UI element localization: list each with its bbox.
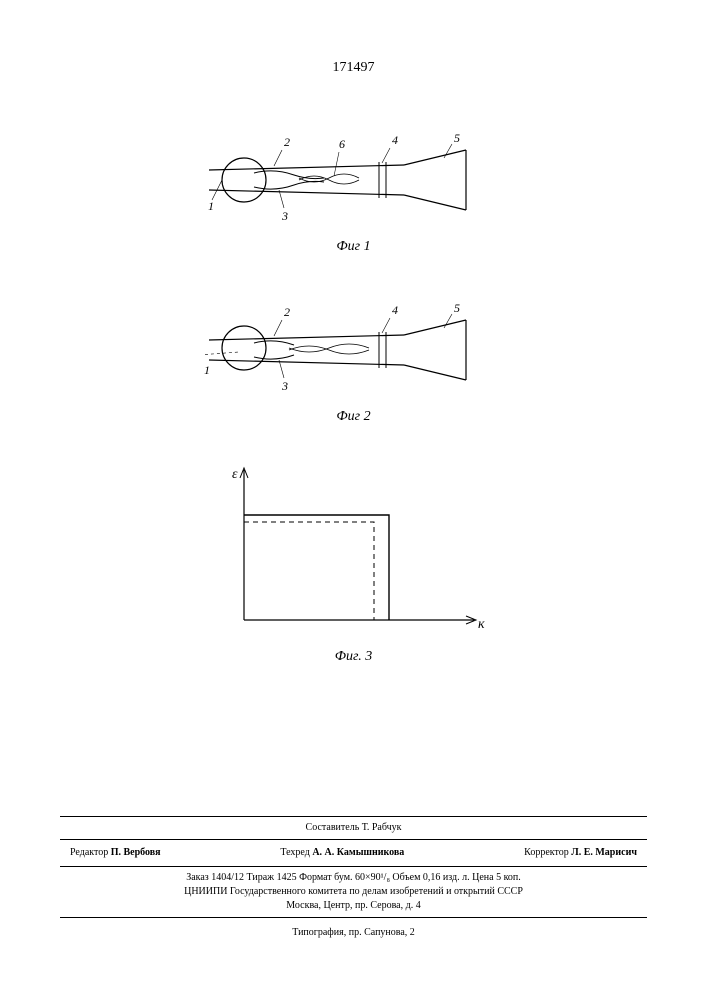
credits-row: Редактор П. Вербовя Техред А. А. Камышни… xyxy=(60,844,647,862)
compiler-line: Составитель Т. Рабчук xyxy=(60,821,647,835)
svg-text:6: 6 xyxy=(339,137,345,151)
svg-text:ε: ε xyxy=(232,467,238,482)
svg-text:1: 1 xyxy=(208,199,214,213)
figure-1: 1 2 3 6 4 5 Фиг 1 xyxy=(204,130,504,255)
svg-text:2: 2 xyxy=(284,305,290,319)
corrector-cell: Корректор Л. Е. Марисич xyxy=(524,846,637,860)
editor-cell: Редактор П. Вербовя xyxy=(70,846,160,860)
fig3-svg: ε к xyxy=(214,460,494,640)
org-line: ЦНИИПИ Государственного комитета по дела… xyxy=(60,885,647,899)
techred-cell: Техред А. А. Камышникова xyxy=(280,846,404,860)
printer-line: Типография, пр. Сапунова, 2 xyxy=(60,926,647,940)
techred-label: Техред xyxy=(280,847,309,858)
corrector-label: Корректор xyxy=(524,847,569,858)
address-line: Москва, Центр, пр. Серова, д. 4 xyxy=(60,899,647,913)
svg-text:3: 3 xyxy=(281,209,288,223)
svg-text:4: 4 xyxy=(392,133,398,147)
fig3-caption: Фиг. 3 xyxy=(214,649,494,665)
svg-text:к: к xyxy=(478,617,485,632)
svg-text:5: 5 xyxy=(454,131,460,145)
figure-3: ε к Фиг. 3 xyxy=(214,460,494,665)
corrector-name: Л. Е. Марисич xyxy=(571,847,637,858)
order-line: Заказ 1404/12 Тираж 1425 Формат бум. 60×… xyxy=(60,871,647,885)
svg-text:5: 5 xyxy=(454,301,460,315)
fig2-caption: Фиг 2 xyxy=(204,409,504,425)
fig2-svg: 1 2 3 4 5 xyxy=(204,300,504,400)
editor-name: П. Вербовя xyxy=(111,847,161,858)
editor-label: Редактор xyxy=(70,847,108,858)
page-number: 171497 xyxy=(333,60,375,76)
svg-text:1: 1 xyxy=(204,363,210,377)
figure-2: 1 2 3 4 5 Фиг 2 xyxy=(204,300,504,425)
fig1-svg: 1 2 3 6 4 5 xyxy=(204,130,504,230)
techred-name: А. А. Камышникова xyxy=(312,847,404,858)
svg-text:4: 4 xyxy=(392,303,398,317)
svg-text:2: 2 xyxy=(284,135,290,149)
svg-text:3: 3 xyxy=(281,379,288,393)
footer-block: Составитель Т. Рабчук Редактор П. Вербов… xyxy=(60,812,647,940)
fig1-caption: Фиг 1 xyxy=(204,239,504,255)
